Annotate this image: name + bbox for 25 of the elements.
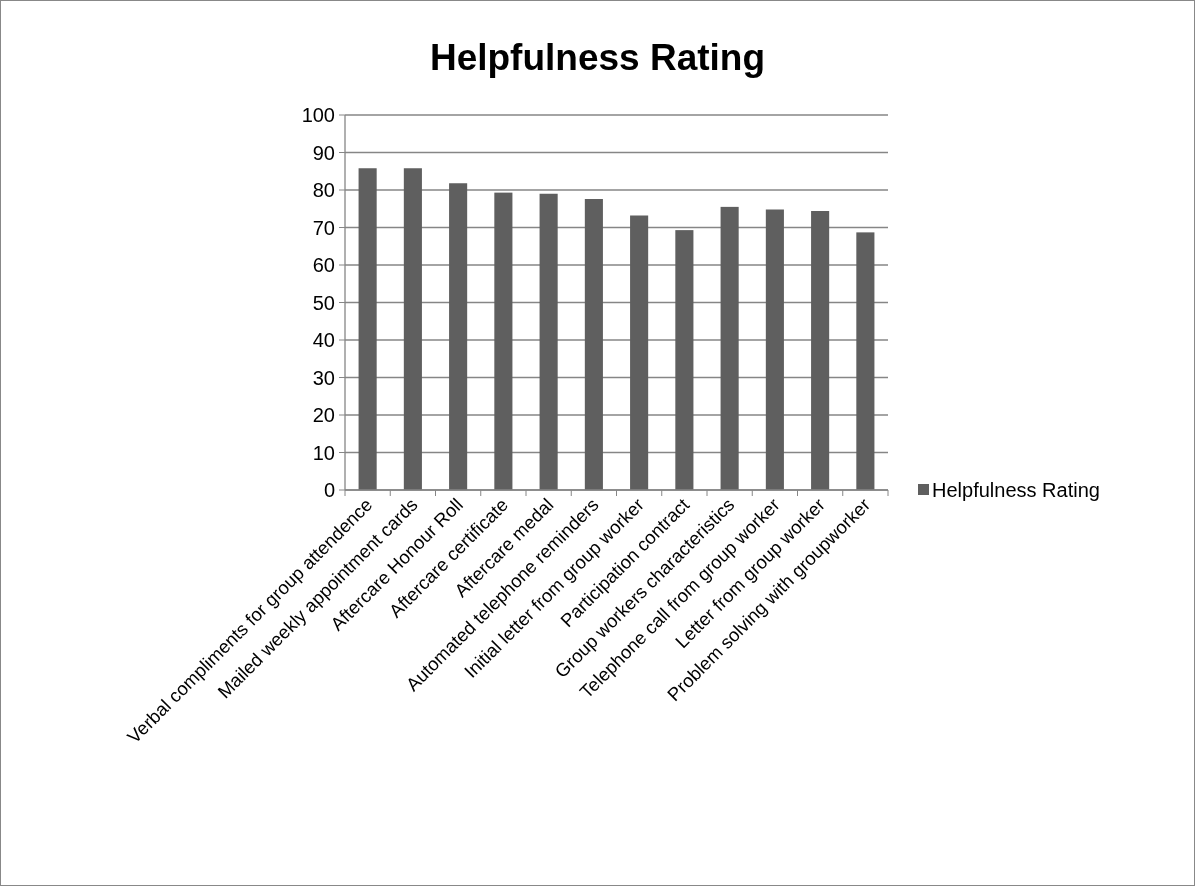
bar [539, 193, 558, 490]
bar [358, 168, 377, 490]
bar [403, 168, 422, 490]
y-tick-label: 50 [312, 291, 335, 314]
y-tick-label: 80 [312, 179, 335, 201]
bar [449, 183, 468, 490]
y-tick-label: 60 [312, 254, 335, 276]
bar [584, 199, 603, 490]
bar [630, 215, 649, 490]
y-tick-label: 40 [312, 329, 335, 351]
y-tick-label: 10 [312, 441, 335, 464]
bar [720, 206, 739, 490]
y-tick-label: 100 [301, 104, 335, 126]
chart-title: Helpfulness Rating [429, 37, 766, 78]
y-tick-label: 70 [312, 216, 335, 239]
bar [856, 232, 875, 490]
legend-label: Helpfulness Rating [932, 479, 1100, 501]
bar [675, 230, 694, 490]
bar [811, 211, 830, 490]
y-tick-label: 0 [323, 479, 335, 501]
y-tick-label: 90 [312, 141, 335, 164]
y-tick-label: 30 [312, 366, 335, 389]
y-tick-label: 20 [312, 404, 335, 426]
bar [494, 192, 513, 490]
bar [765, 209, 784, 490]
